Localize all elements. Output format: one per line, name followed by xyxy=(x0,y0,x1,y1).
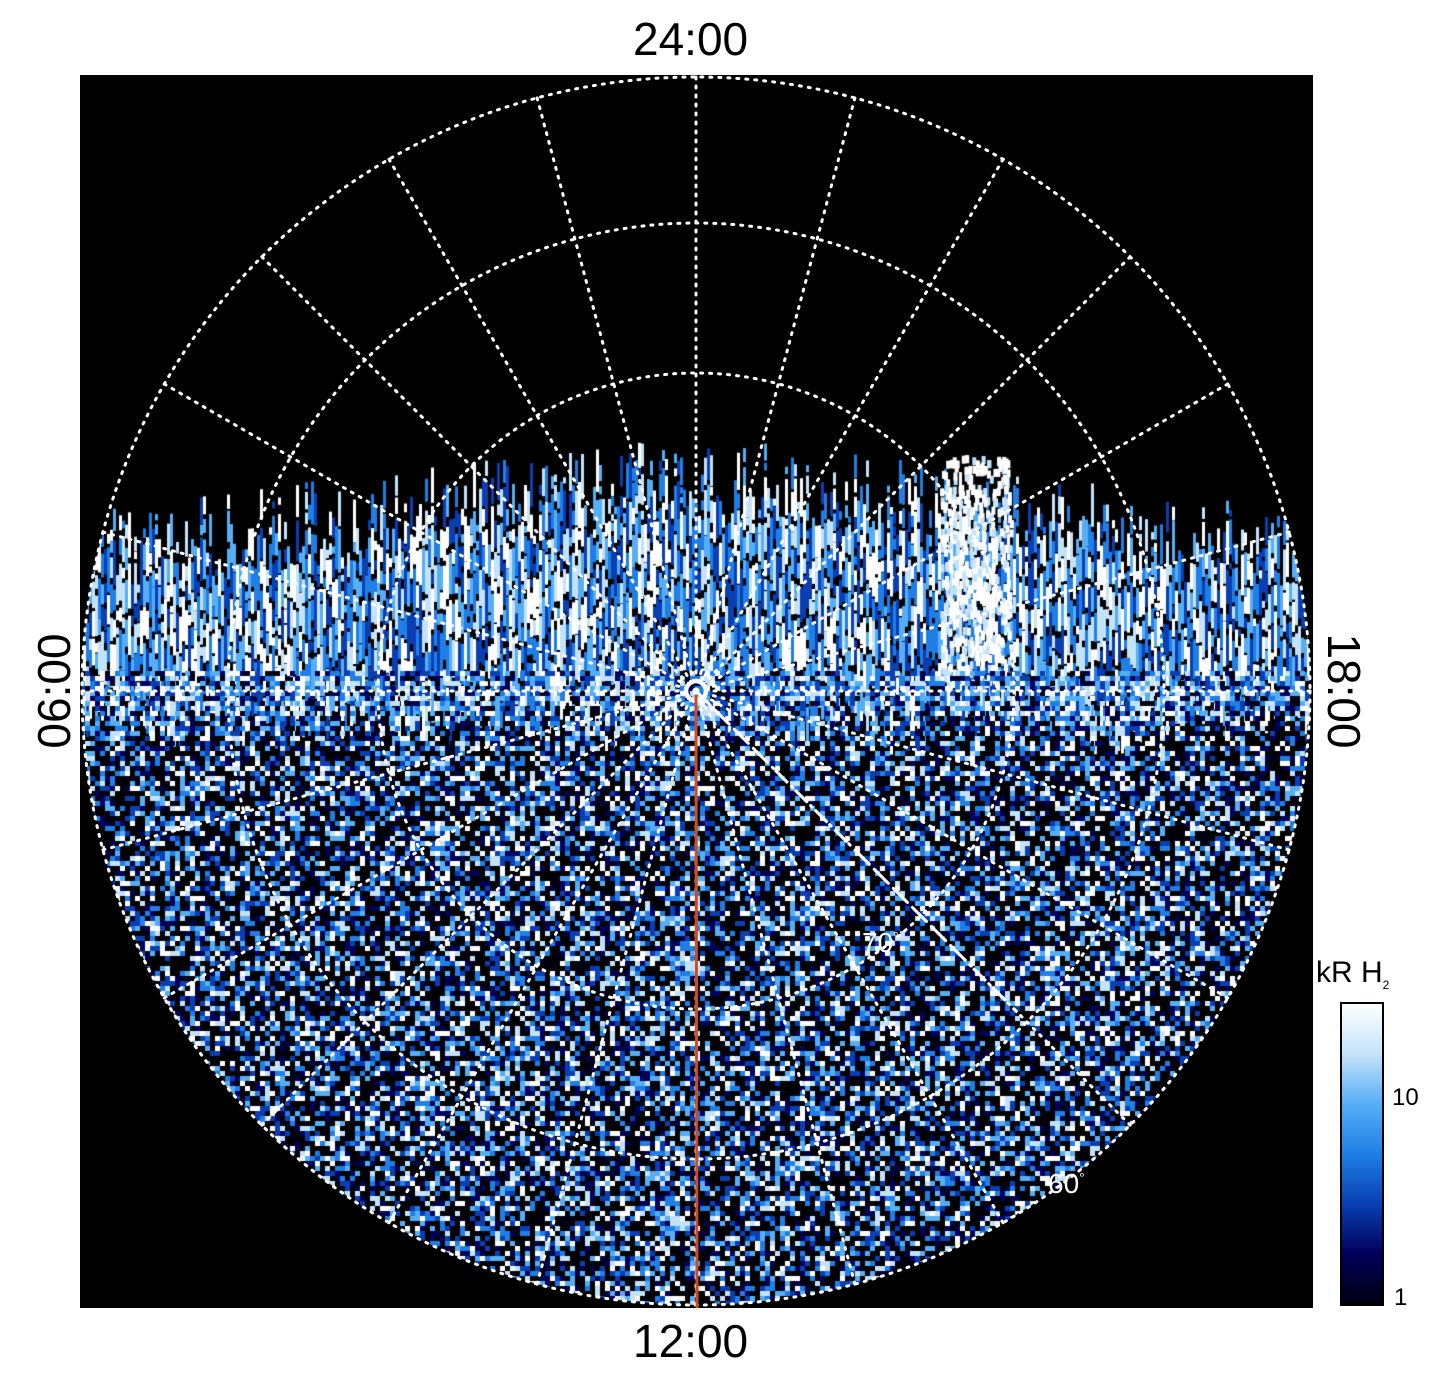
meridian-line xyxy=(694,689,1291,852)
colorbar-unit: kR H xyxy=(1316,956,1383,989)
meridian-line xyxy=(101,689,698,852)
colorbar-tick-1: 1 xyxy=(1394,1284,1408,1311)
polar-projection-plot xyxy=(80,75,1313,1308)
meridian-line xyxy=(694,382,1230,693)
meridian-line xyxy=(694,689,1230,1000)
dashed-latitude-reference xyxy=(694,689,1019,1014)
colorbar-title: kR H2 xyxy=(1316,956,1389,992)
meridian-line xyxy=(260,255,698,693)
meridian-line xyxy=(101,530,698,693)
noon-meridian-line xyxy=(694,694,699,1308)
meridian-line xyxy=(694,157,1005,693)
local-time-label-midnight: 24:00 xyxy=(633,13,749,65)
meridian-line xyxy=(535,96,698,693)
colorbar-tick-10: 10 xyxy=(1392,1084,1419,1111)
local-time-label-dusk: 18:00 xyxy=(1318,633,1370,749)
meridian-line xyxy=(694,530,1291,693)
meridian-line xyxy=(694,689,857,1286)
degree-symbol: ° xyxy=(893,928,899,945)
meridian-line xyxy=(694,689,1132,1127)
colorbar xyxy=(1340,1002,1384,1306)
polar-grid-overlay xyxy=(80,75,1312,1308)
latitude-label-70: 70° xyxy=(862,927,899,959)
meridian-line xyxy=(387,689,698,1225)
latitude-value-60: 60 xyxy=(1048,1168,1080,1199)
meridian-line xyxy=(260,689,698,1127)
local-time-label-dawn: 06:00 xyxy=(28,633,80,749)
latitude-value-70: 70 xyxy=(862,927,894,958)
meridian-line xyxy=(162,382,698,693)
meridian-line xyxy=(535,689,698,1286)
meridian-line xyxy=(694,689,1005,1225)
latitude-label-60: 60° xyxy=(1048,1168,1085,1200)
colorbar-unit-subscript: 2 xyxy=(1382,978,1390,992)
local-time-label-noon: 12:00 xyxy=(633,1315,749,1367)
degree-symbol: ° xyxy=(1079,1169,1085,1186)
meridian-line xyxy=(162,689,698,1000)
meridian-line xyxy=(694,255,1132,693)
meridian-line xyxy=(694,96,857,693)
meridian-line xyxy=(387,157,698,693)
